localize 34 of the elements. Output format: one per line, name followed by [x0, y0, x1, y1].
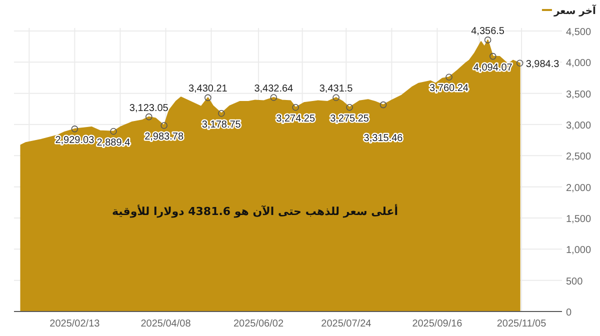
y-tick-label: 500 — [566, 276, 584, 288]
data-label: 2,983.78 — [144, 132, 184, 143]
data-label: 2,889.4 — [96, 137, 131, 148]
data-label: 3,274.25 — [276, 113, 316, 124]
data-label: 3,275.25 — [330, 113, 370, 124]
x-tick-label: 2025/06/02 — [233, 318, 284, 330]
data-label: 3,178.75 — [202, 119, 242, 130]
data-label: 2,929.03 — [55, 134, 95, 146]
data-label: 3,760.24 — [430, 83, 469, 94]
x-tick-label: 2025/11/05 — [496, 318, 547, 330]
data-label: 3,123.05 — [129, 102, 169, 114]
y-tick-label: 1,500 — [566, 214, 592, 225]
y-tick-label: 2,500 — [566, 152, 592, 163]
data-label: 3,432.64 — [254, 84, 294, 95]
data-label: 3,315.46 — [364, 132, 404, 144]
x-tick-label: 2025/04/08 — [140, 318, 192, 330]
y-tick-label: 0 — [566, 308, 572, 318]
y-tick-label: 2,000 — [566, 182, 592, 194]
y-tick-label: 3,500 — [566, 89, 592, 100]
legend-label: آخر سعر — [552, 4, 597, 17]
legend: آخر سعر — [542, 6, 596, 17]
y-tick-label: 3,000 — [566, 120, 592, 132]
data-label: 3,430.21 — [188, 84, 228, 95]
y-tick-label: 4,000 — [566, 58, 592, 70]
data-label: 3,431.5 — [319, 84, 354, 95]
annotation: أعلى سعر للذهب حتى الآن هو 4381.6 دولارا للأوقية — [112, 204, 398, 218]
y-tick-label: 1,000 — [566, 245, 592, 256]
x-tick-label: 2025/07/24 — [321, 318, 372, 330]
data-label: 4,094.07 — [473, 62, 513, 74]
x-tick-label: 2025/02/13 — [50, 318, 100, 330]
y-tick-label: 4,500 — [566, 27, 592, 38]
data-label: 4,356.5 — [471, 26, 505, 37]
data-label: 3,984.3 — [526, 59, 560, 70]
x-tick-label: 2025/09/16 — [412, 318, 463, 330]
